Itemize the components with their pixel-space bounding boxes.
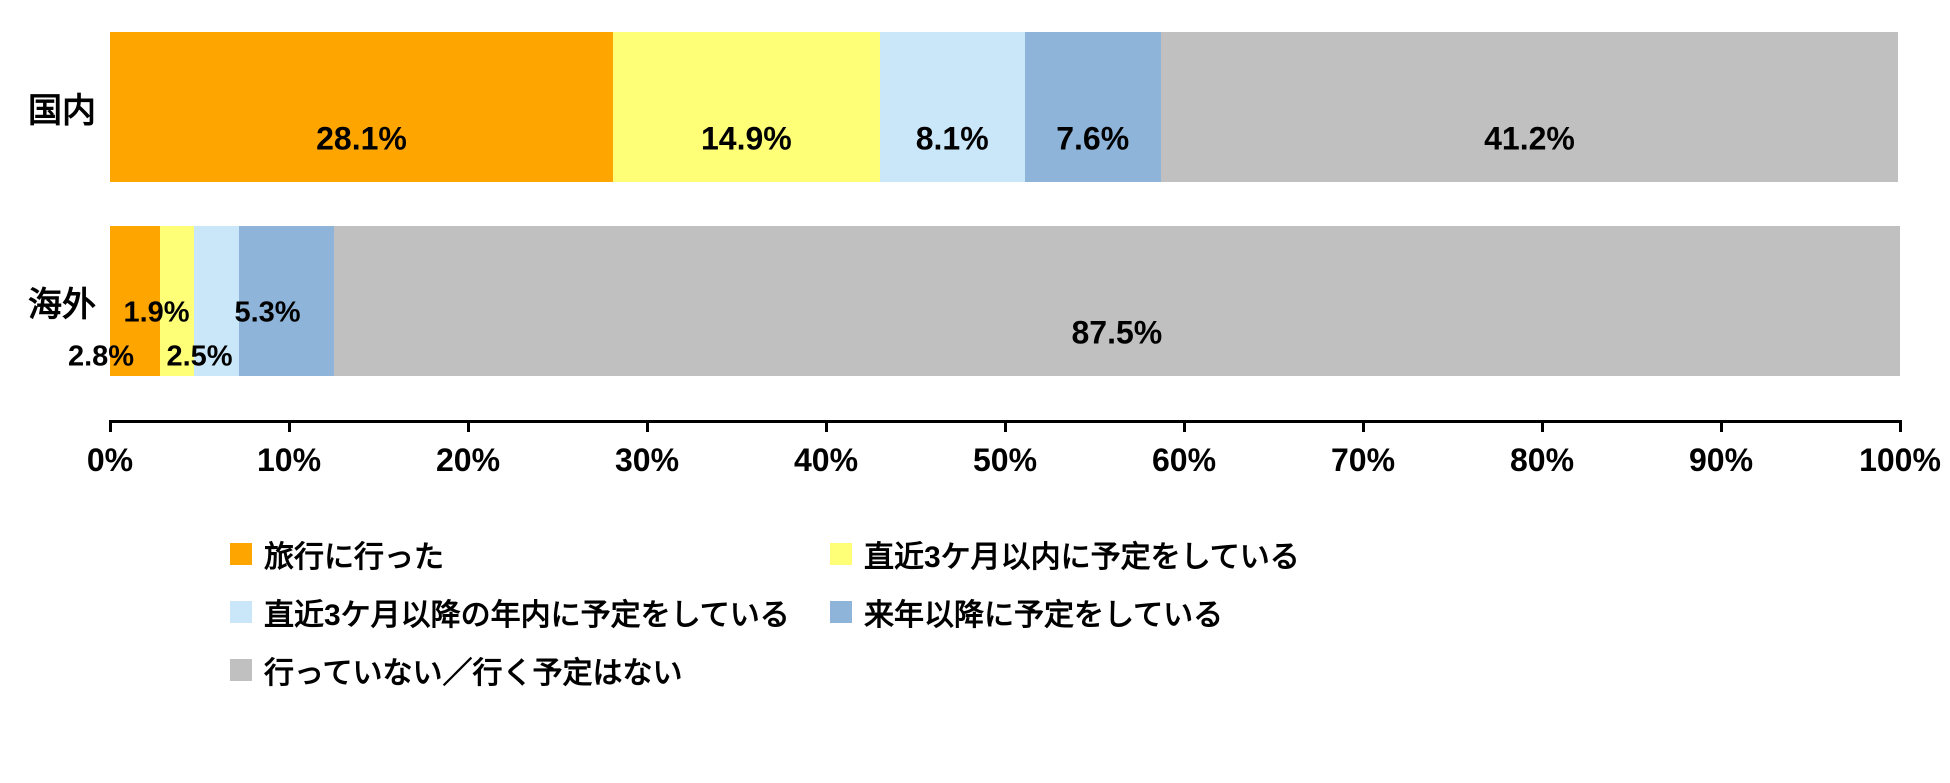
bar-row-overseas <box>110 226 1900 376</box>
x-tick-label: 100% <box>1859 442 1941 479</box>
x-tick <box>825 420 828 432</box>
segment-domestic-s1 <box>110 32 613 182</box>
segment-overseas-s5 <box>334 226 1900 376</box>
data-label-domestic-s2: 14.9% <box>701 121 792 158</box>
data-label-domestic-s5: 41.2% <box>1484 121 1575 158</box>
x-tick <box>1899 420 1902 432</box>
x-tick <box>646 420 649 432</box>
x-tick <box>1541 420 1544 432</box>
data-label-domestic-s1: 28.1% <box>316 121 407 158</box>
x-tick <box>467 420 470 432</box>
segment-domestic-s5 <box>1161 32 1898 182</box>
x-tick-label: 30% <box>615 442 679 479</box>
legend-item-s5: 行っていない／行く予定はない <box>230 648 683 692</box>
legend-label-s4: 来年以降に予定をしている <box>864 590 1223 634</box>
segment-domestic-s2 <box>613 32 880 182</box>
legend-swatch-s1 <box>230 543 252 565</box>
legend-item-s4: 来年以降に予定をしている <box>830 590 1223 634</box>
data-label-overseas-s3: 2.5% <box>166 341 232 374</box>
x-tick <box>1004 420 1007 432</box>
bar-row-domestic <box>110 32 1900 182</box>
x-tick-label: 70% <box>1331 442 1395 479</box>
legend-swatch-s5 <box>230 659 252 681</box>
legend-swatch-s3 <box>230 601 252 623</box>
x-tick-label: 10% <box>257 442 321 479</box>
x-tick <box>1183 420 1186 432</box>
legend-label-s3: 直近3ケ月以降の年内に予定をしている <box>264 590 790 634</box>
legend-item-s2: 直近3ケ月以内に予定をしている <box>830 532 1300 576</box>
category-label-domestic: 国内 <box>28 83 96 132</box>
legend-item-s1: 旅行に行った <box>230 532 444 576</box>
legend-swatch-s2 <box>830 543 852 565</box>
legend-label-s5: 行っていない／行く予定はない <box>264 648 683 692</box>
x-tick-label: 20% <box>436 442 500 479</box>
data-label-overseas-s2: 1.9% <box>123 297 189 330</box>
x-tick-label: 0% <box>87 442 133 479</box>
legend-item-s3: 直近3ケ月以降の年内に予定をしている <box>230 590 790 634</box>
x-tick <box>288 420 291 432</box>
x-tick-label: 50% <box>973 442 1037 479</box>
segment-domestic-s3 <box>880 32 1025 182</box>
data-label-overseas-s1: 2.8% <box>68 341 134 374</box>
legend-swatch-s4 <box>830 601 852 623</box>
x-tick <box>109 420 112 432</box>
x-tick-label: 60% <box>1152 442 1216 479</box>
x-tick-label: 40% <box>794 442 858 479</box>
segment-domestic-s4 <box>1025 32 1161 182</box>
x-tick <box>1362 420 1365 432</box>
x-tick <box>1720 420 1723 432</box>
data-label-overseas-s5: 87.5% <box>1072 315 1163 352</box>
plot-area <box>110 32 1900 420</box>
x-tick-label: 90% <box>1689 442 1753 479</box>
x-tick-label: 80% <box>1510 442 1574 479</box>
legend-label-s2: 直近3ケ月以内に予定をしている <box>864 532 1300 576</box>
category-label-overseas: 海外 <box>28 277 96 326</box>
legend-label-s1: 旅行に行った <box>264 532 444 576</box>
data-label-domestic-s3: 8.1% <box>916 121 989 158</box>
data-label-overseas-s4: 5.3% <box>234 297 300 330</box>
stacked-bar-chart: 国内海外 28.1% 14.9% 8.1% 7.6% 41.2% 2.8% 1.9% 2.5%… <box>0 0 1950 783</box>
data-label-domestic-s4: 7.6% <box>1056 121 1129 158</box>
